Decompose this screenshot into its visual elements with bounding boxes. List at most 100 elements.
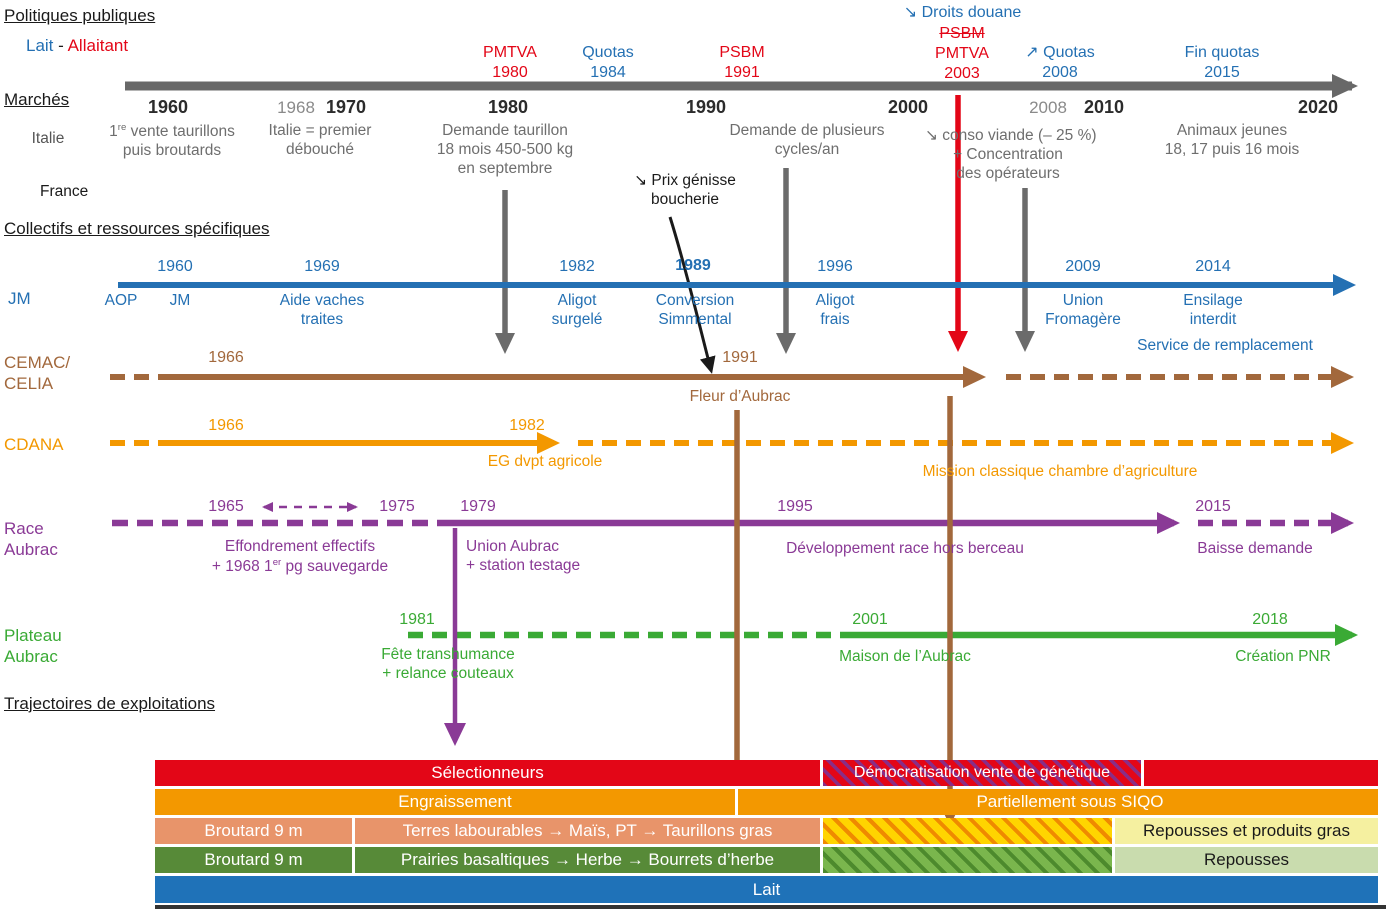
heading-trajectoires: Trajectoires de exploitations — [4, 694, 216, 713]
cdana-event-eg-dvpt: EG dvpt agricole — [487, 453, 603, 470]
bar-hatch-yellow — [823, 818, 1112, 844]
jm-event-ensilage-interdit: Ensilage interdit — [1183, 292, 1243, 328]
policy-droits-douane: ↘ Droits douane — [903, 4, 1022, 21]
policy-quotas-1984: Quotas 1984 — [582, 44, 634, 81]
bottom-rule — [155, 905, 1386, 909]
cdana-year-1966: 1966 — [208, 417, 244, 434]
jm-event-conversion-simmental: Conversion Simmental — [655, 292, 735, 328]
axis-tick-2008: 2008 — [1029, 98, 1067, 117]
race-event-developpement: Développement race hors berceau — [786, 540, 1024, 557]
race-event-baisse-demande: Baisse demande — [1197, 540, 1313, 557]
plateau-event-maison: Maison de l’Aubrac — [839, 648, 971, 665]
axis-tick-2010: 2010 — [1083, 97, 1125, 117]
jm-year-2009: 2009 — [1065, 258, 1101, 275]
jm-year-2014: 2014 — [1195, 258, 1231, 275]
plateau-year-2001: 2001 — [852, 611, 888, 628]
jm-year-1996: 1996 — [817, 258, 853, 275]
plateau-event-fete: Fête transhumance + relance couteaux — [381, 646, 515, 682]
race-event-union-aubrac: Union Aubrac + station testage — [466, 538, 581, 574]
cdana-event-mission-chambre: Mission classique chambre d’agriculture — [922, 463, 1198, 480]
plateau-event-creation-pnr: Création PNR — [1235, 648, 1331, 665]
cemac-year-1966: 1966 — [208, 349, 244, 366]
axis-tick-2020: 2020 — [1297, 97, 1339, 117]
policy-psbm-1991: PSBM 1991 — [719, 44, 765, 81]
row-label-jm: JM — [8, 289, 31, 308]
bar-selectionneurs — [155, 760, 820, 786]
bar-democratisation-genetique — [823, 760, 1141, 786]
jm-event-service-remplacement: Service de remplacement — [1137, 337, 1313, 354]
market-row-france: France — [40, 183, 89, 200]
jm-event-aligot-frais: Aligot frais — [815, 292, 855, 328]
bar-repousses-produits-gras — [1115, 818, 1378, 844]
jm-year-1960: 1960 — [157, 258, 193, 275]
market-row-italie: Italie — [31, 130, 65, 147]
market-note-demande-taurillon: Demande taurillon 18 mois 450-500 kg en se… — [436, 122, 574, 177]
bar-selectionneurs-right — [1144, 760, 1378, 786]
jm-year-1989: 1989 — [675, 257, 711, 274]
heading-politiques-publiques: Politiques publiques — [4, 6, 156, 25]
bar-label-broutard-2: Broutard 9 m — [204, 850, 303, 869]
race-event-effondrement: Effondrement effectifs + 1968 1er pg sau… — [211, 538, 389, 576]
bar-hatch-green — [823, 847, 1112, 873]
market-note-premier-debouche: Italie = premier débouché — [268, 122, 372, 158]
cemac-year-1991: 1991 — [722, 349, 758, 366]
race-year-1979: 1979 — [460, 498, 496, 515]
jm-year-1969: 1969 — [304, 258, 340, 275]
bar-engraissement — [155, 789, 735, 815]
plateau-year-1981: 1981 — [399, 611, 435, 628]
bar-label-terres: Terres labourables → Maïs, PT → Taurillo… — [402, 821, 773, 840]
jm-event-aligot-surgele: Aligot surgelé — [551, 292, 603, 328]
bar-label-democratisation: Démocratisation vente de génétique — [853, 764, 1111, 781]
bar-label-prairies: Prairies basaltiques → Herbe → Bourrets … — [400, 850, 775, 869]
legend-lait: Lait — [26, 36, 54, 55]
jm-year-1982: 1982 — [559, 258, 595, 275]
cemac-event-fleur-aubrac: Fleur d’Aubrac — [689, 388, 791, 405]
bar-label-broutard-1: Broutard 9 m — [204, 821, 303, 840]
row-label-plateau-aubrac: Plateau Aubrac — [4, 626, 62, 667]
market-note-demande-cycles: Demande de plusieurs cycles/an — [729, 122, 885, 158]
cdana-year-1982: 1982 — [509, 417, 545, 434]
axis-tick-2000: 2000 — [887, 97, 929, 117]
legend-dash: - — [53, 36, 68, 55]
axis-tick-1990: 1990 — [685, 97, 727, 117]
policy-psbm-strikethrough: PSBM — [939, 25, 985, 42]
bar-terres-labourables — [355, 818, 820, 844]
plateau-year-2018: 2018 — [1252, 611, 1288, 628]
bar-partiellement-siqo — [738, 789, 1378, 815]
race-year-1965: 1965 — [208, 498, 244, 515]
jm-event-union-fromagere: Union Fromagère — [1045, 292, 1121, 328]
heading-collectifs: Collectifs et ressources spécifiques — [4, 219, 270, 238]
row-label-race-aubrac: Race Aubrac — [4, 519, 58, 560]
policy-fin-quotas-2015: Fin quotas 2015 — [1184, 44, 1260, 81]
axis-tick-1968: 1968 — [277, 98, 315, 117]
bar-repousses — [1115, 847, 1378, 873]
race-year-1975: 1975 — [379, 498, 415, 515]
bar-label-engraissement: Engraissement — [398, 792, 512, 811]
axis-tick-1960: 1960 — [147, 97, 189, 117]
legend-allaitant: Allaitant — [67, 36, 129, 55]
market-note-conso-viande: ↘ conso viande (– 25 %) — [925, 127, 1097, 144]
bar-prairies-basaltiques — [355, 847, 820, 873]
policy-pmtva-2003: PMTVA 2003 — [935, 45, 989, 82]
legend-lait-allaitant: Lait - Allaitant — [26, 36, 128, 57]
bar-broutard-salmon — [155, 818, 352, 844]
axis-tick-1980: 1980 — [487, 97, 529, 117]
market-note-concentration: + Concentration des opérateurs — [953, 146, 1063, 182]
market-note-vente-taurillons: 1re vente taurillons puis broutards — [109, 122, 235, 160]
bar-broutard-olive — [155, 847, 352, 873]
bar-label-repousses: Repousses — [1203, 850, 1290, 869]
bar-lait — [155, 876, 1378, 903]
bar-label-selectionneurs: Sélectionneurs — [431, 763, 544, 782]
row-label-cemac-celia: CEMAC/CELIA — [4, 353, 71, 394]
bar-label-lait: Lait — [752, 880, 781, 899]
jm-event-jm: JM — [169, 292, 191, 309]
market-note-animaux-jeunes: Animaux jeunes 18, 17 puis 16 mois — [1164, 122, 1300, 158]
race-year-1995: 1995 — [777, 498, 813, 515]
market-note-prix-genisse: ↘ Prix génisse boucherie — [634, 172, 736, 208]
bar-label-repousses-gras: Repousses et produits gras — [1143, 821, 1350, 840]
heading-marches: Marchés — [4, 90, 70, 109]
bar-label-siqo: Partiellement sous SIQO — [976, 792, 1164, 811]
row-label-cdana: CDANA — [4, 435, 64, 454]
jm-event-aop: AOP — [104, 292, 138, 309]
